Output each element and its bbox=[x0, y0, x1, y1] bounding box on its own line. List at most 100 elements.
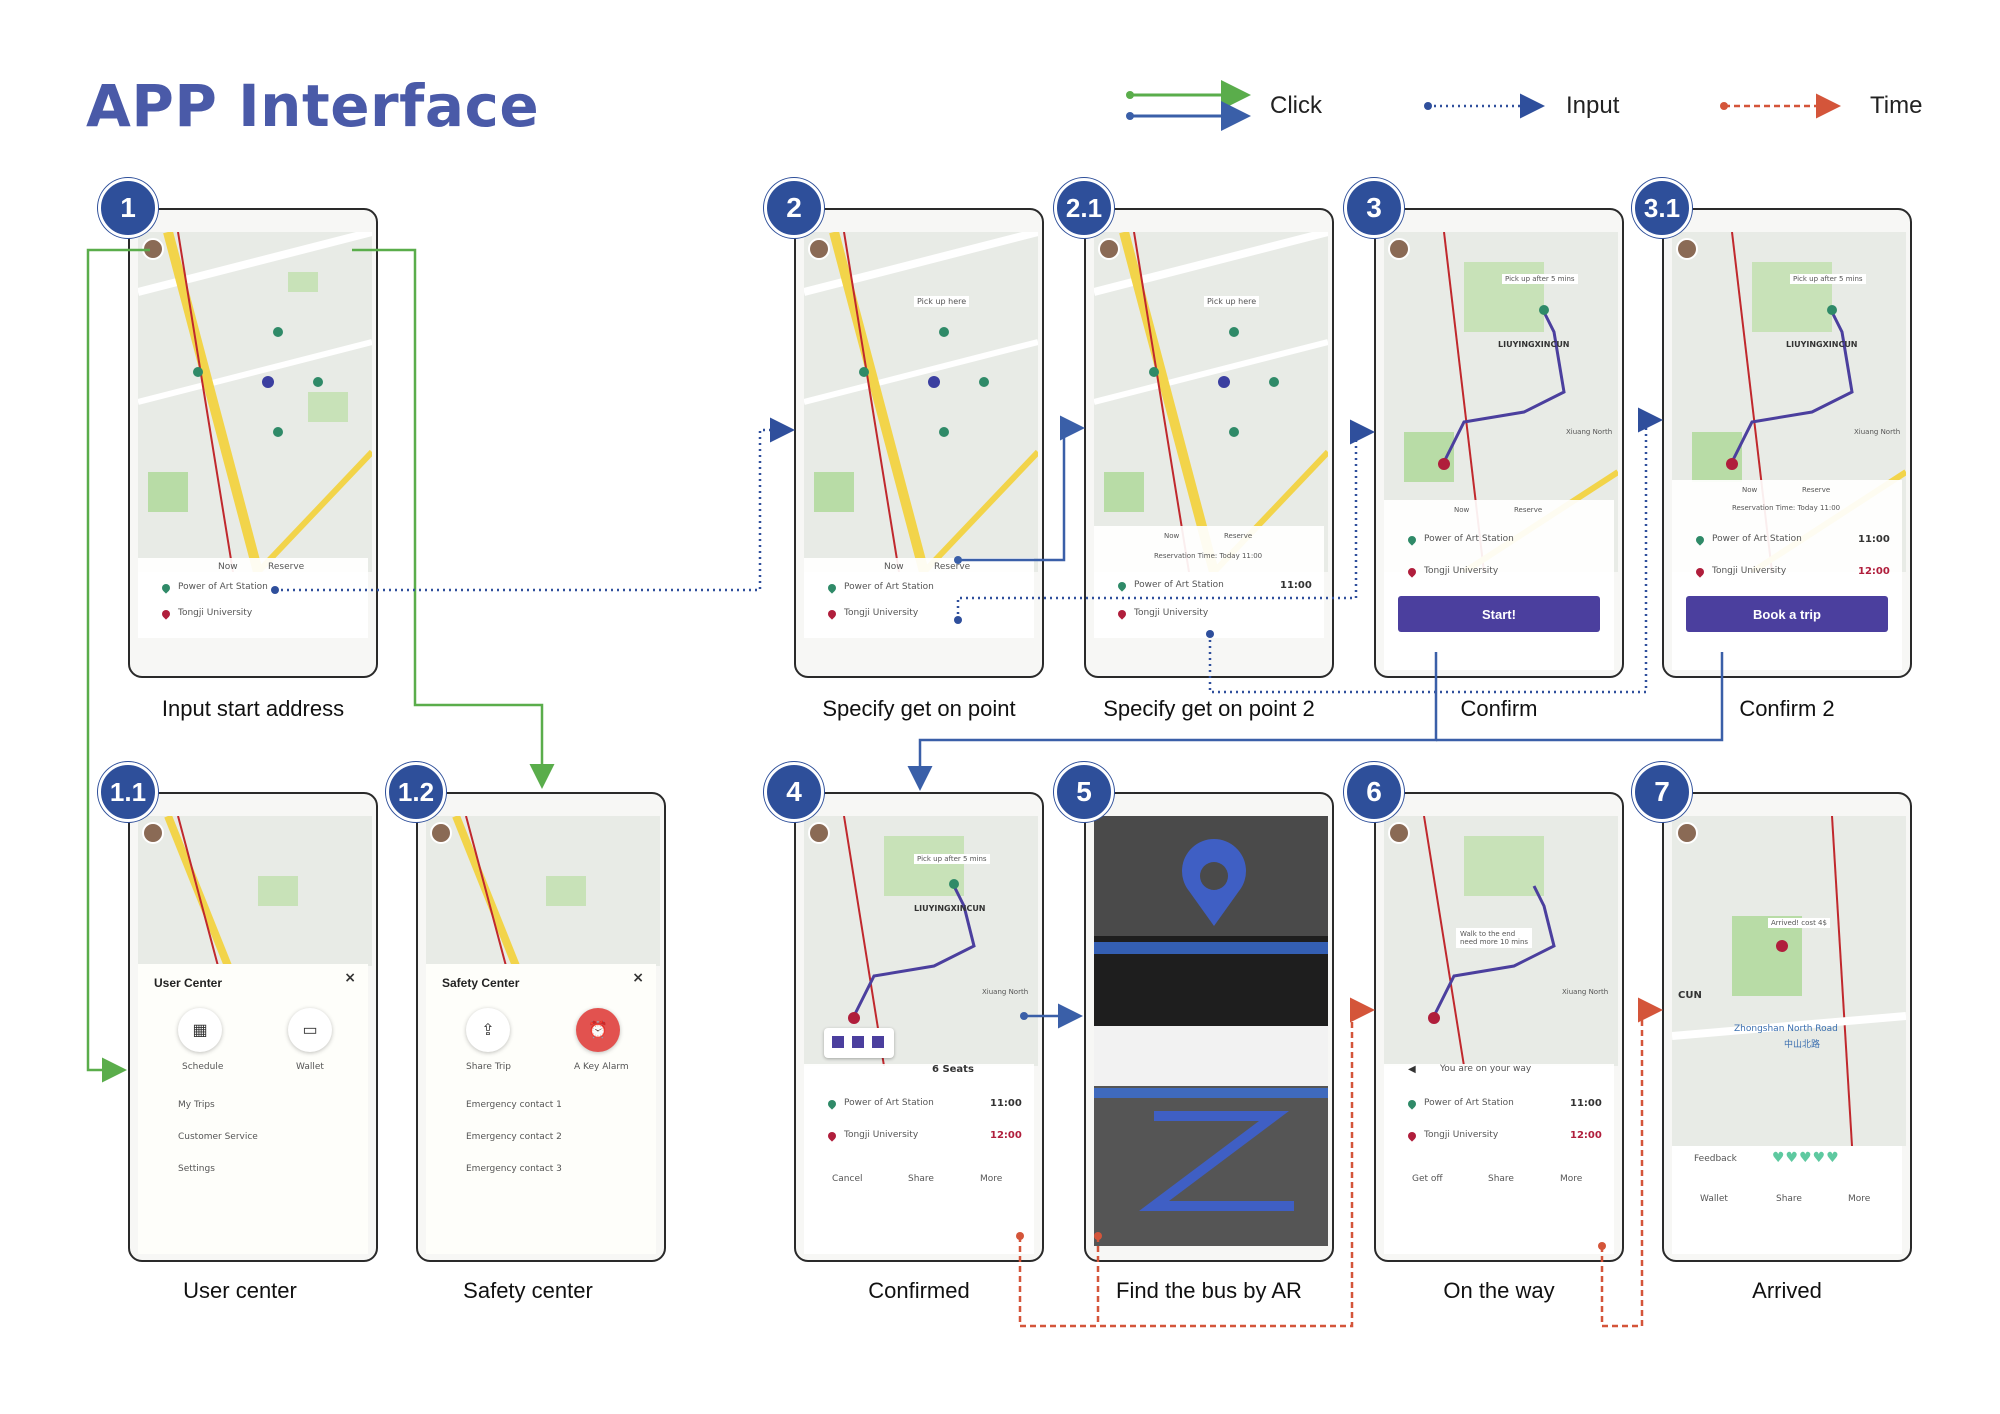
book-trip-button[interactable]: Book a trip bbox=[1686, 596, 1888, 632]
wallet-button[interactable]: Wallet bbox=[1700, 1194, 1728, 1204]
more-button[interactable]: More bbox=[1560, 1174, 1583, 1184]
menu-settings[interactable]: Settings bbox=[178, 1164, 215, 1174]
get-off-button[interactable]: Get off bbox=[1412, 1174, 1443, 1184]
share-trip-icon[interactable]: ⇪ bbox=[466, 1008, 510, 1052]
place-label: Xiuang North bbox=[1562, 988, 1609, 996]
map-view[interactable] bbox=[1094, 232, 1328, 572]
screen-arrived: Arrived! cost 4$ CUN Zhongshan North Roa… bbox=[1662, 792, 1912, 1262]
caption-1: Input start address bbox=[161, 696, 345, 721]
avatar[interactable] bbox=[142, 822, 164, 844]
start-address: Power of Art Station bbox=[1424, 1098, 1514, 1108]
start-address[interactable]: Power of Art Station bbox=[1712, 534, 1802, 544]
place-label: LIUYINGXINCUN bbox=[1786, 340, 1858, 349]
safety-center-title: Safety Center bbox=[442, 976, 520, 990]
legend-input-icon bbox=[1424, 93, 1545, 119]
badge-2: 2 bbox=[764, 178, 824, 238]
more-button[interactable]: More bbox=[1848, 1194, 1871, 1204]
legend-click-icon bbox=[1126, 80, 1251, 131]
trip-sheet: ◀ You are on your way Power of Art Stati… bbox=[1384, 1064, 1614, 1254]
avatar[interactable] bbox=[808, 238, 830, 260]
reservation-time[interactable]: Reservation Time: Today 11:00 bbox=[1154, 552, 1263, 560]
share-button[interactable]: Share bbox=[1776, 1194, 1802, 1204]
address-sheet: Now Reserve Reservation Time: Today 11:0… bbox=[1094, 526, 1324, 638]
schedule-icon[interactable]: ▦ bbox=[178, 1008, 222, 1052]
badge-1-2: 1.2 bbox=[386, 762, 446, 822]
tab-reserve[interactable]: Reserve bbox=[1514, 506, 1543, 514]
tab-now[interactable]: Now bbox=[1742, 486, 1758, 494]
tab-now[interactable]: Now bbox=[1164, 532, 1180, 540]
start-address[interactable]: Power of Art Station bbox=[844, 582, 934, 592]
confirm-sheet: Now Reserve Power of Art Station Tongji … bbox=[1384, 500, 1614, 670]
screen-safety-center: Safety Center × ⇪ Share Trip ⏰ A Key Ala… bbox=[416, 792, 666, 1262]
tab-now[interactable]: Now bbox=[1454, 506, 1470, 514]
map-view[interactable] bbox=[138, 232, 372, 572]
map-view[interactable] bbox=[1672, 816, 1906, 1146]
end-time: 12:00 bbox=[1570, 1130, 1602, 1141]
caption-3: Confirm bbox=[1460, 696, 1538, 721]
end-address[interactable]: Tongji University bbox=[1424, 566, 1499, 576]
arrived-sheet: Feedback ♥♥♥♥♥ Wallet Share More bbox=[1672, 1146, 1902, 1254]
emergency-contact-1[interactable]: Emergency contact 1 bbox=[466, 1100, 562, 1110]
avatar[interactable] bbox=[1388, 238, 1410, 260]
avatar[interactable] bbox=[1098, 238, 1120, 260]
end-address[interactable]: Tongji University bbox=[178, 608, 253, 618]
pick-up-tooltip: Pick up here bbox=[914, 296, 970, 307]
share-button[interactable]: Share bbox=[908, 1174, 934, 1184]
place-label: Xiuang North bbox=[1566, 428, 1613, 436]
emergency-contact-3[interactable]: Emergency contact 3 bbox=[466, 1164, 562, 1174]
avatar[interactable] bbox=[808, 822, 830, 844]
reservation-time[interactable]: Reservation Time: Today 11:00 bbox=[1732, 504, 1841, 512]
wallet-icon[interactable]: ▭ bbox=[288, 1008, 332, 1052]
tab-now[interactable]: Now bbox=[884, 562, 904, 572]
close-icon[interactable]: × bbox=[344, 970, 356, 986]
menu-my-trips[interactable]: My Trips bbox=[178, 1100, 215, 1110]
tab-reserve[interactable]: Reserve bbox=[934, 562, 971, 572]
input-arrow-2-3 bbox=[956, 419, 1375, 620]
bus-icon bbox=[824, 1028, 894, 1058]
tab-reserve[interactable]: Reserve bbox=[1802, 486, 1831, 494]
screen-confirm-2: Pick up after 5 mins LIUYINGXINCUN Xiuan… bbox=[1662, 208, 1912, 678]
avatar[interactable] bbox=[1676, 822, 1698, 844]
end-address[interactable]: Tongji University bbox=[1712, 566, 1787, 576]
user-center-panel: User Center × ▦ Schedule ▭ Wallet My Tri… bbox=[138, 964, 368, 1254]
more-button[interactable]: More bbox=[980, 1174, 1003, 1184]
screen-confirmed: Pick up after 5 mins LIUYINGXINCUN Xiuan… bbox=[794, 792, 1044, 1262]
close-icon[interactable]: × bbox=[632, 970, 644, 986]
map-view[interactable] bbox=[804, 232, 1038, 572]
address-sheet: Now Reserve Power of Art Station Tongji … bbox=[138, 558, 368, 638]
start-time: 11:00 bbox=[1280, 580, 1312, 591]
tab-reserve[interactable]: Reserve bbox=[1224, 532, 1253, 540]
alarm-icon[interactable]: ⏰ bbox=[576, 1008, 620, 1052]
avatar[interactable] bbox=[430, 822, 452, 844]
start-button[interactable]: Start! bbox=[1398, 596, 1600, 632]
legend-time-icon bbox=[1720, 93, 1841, 119]
cancel-button[interactable]: Cancel bbox=[832, 1174, 863, 1184]
legend-click-label: Click bbox=[1270, 92, 1322, 119]
screen-get-on-point-2: Pick up here Now Reserve Reservation Tim… bbox=[1084, 208, 1334, 678]
end-address[interactable]: Tongji University bbox=[1134, 608, 1209, 618]
avatar[interactable] bbox=[1676, 238, 1698, 260]
share-button[interactable]: Share bbox=[1488, 1174, 1514, 1184]
safety-center-panel: Safety Center × ⇪ Share Trip ⏰ A Key Ala… bbox=[426, 964, 656, 1254]
start-address[interactable]: Power of Art Station bbox=[1134, 580, 1224, 590]
end-address[interactable]: Tongji University bbox=[844, 608, 919, 618]
end-address: Tongji University bbox=[1424, 1130, 1499, 1140]
badge-1: 1 bbox=[98, 178, 158, 238]
user-center-title: User Center bbox=[154, 976, 223, 990]
input-arrow-1-2 bbox=[275, 417, 795, 592]
caption-5: Find the bus by AR bbox=[1116, 1278, 1302, 1303]
tab-reserve[interactable]: Reserve bbox=[268, 562, 305, 572]
ar-camera-view[interactable] bbox=[1094, 816, 1328, 1246]
start-address[interactable]: Power of Art Station bbox=[178, 582, 268, 592]
caption-6: On the way bbox=[1443, 1278, 1555, 1303]
map-view bbox=[426, 816, 660, 966]
caption-2: Specify get on point bbox=[822, 696, 1016, 721]
tab-now[interactable]: Now bbox=[218, 562, 238, 572]
emergency-contact-2[interactable]: Emergency contact 2 bbox=[466, 1132, 562, 1142]
start-address[interactable]: Power of Art Station bbox=[1424, 534, 1514, 544]
caption-3-1: Confirm 2 bbox=[1739, 696, 1835, 721]
avatar[interactable] bbox=[1388, 822, 1410, 844]
menu-customer-service[interactable]: Customer Service bbox=[178, 1132, 258, 1142]
feedback-hearts-icon[interactable]: ♥♥♥♥♥ bbox=[1772, 1150, 1840, 1166]
